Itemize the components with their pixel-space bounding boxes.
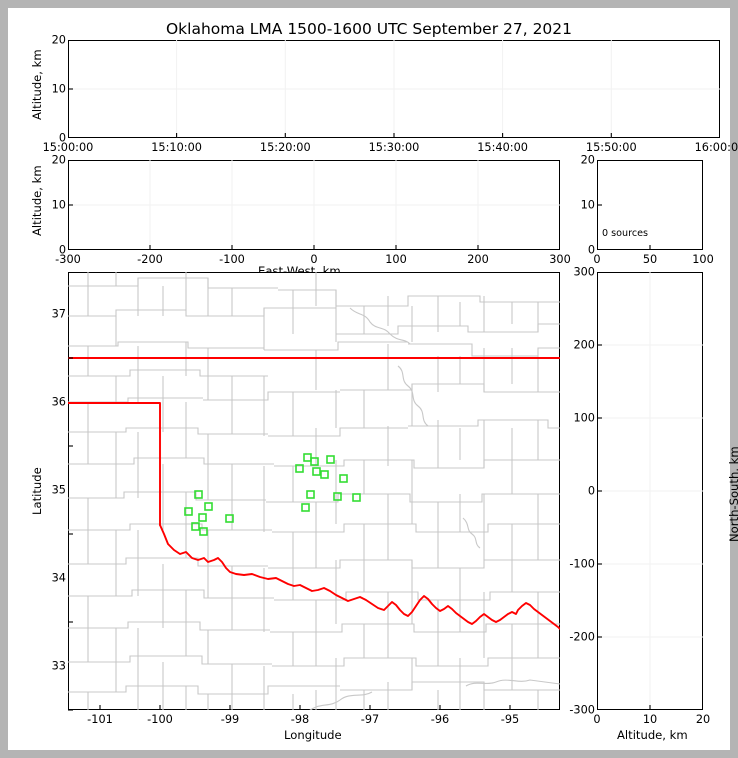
tick-p3-y-10: 10 — [580, 198, 595, 212]
axis-label-p5-x: Altitude, km — [617, 728, 688, 742]
tick-p1-x-6: 16:00:00 — [694, 141, 738, 154]
tick-map-y-36: 36 — [51, 395, 66, 409]
tick-map-x-100: -100 — [147, 713, 173, 726]
tick-p2-x-4: 100 — [385, 253, 407, 266]
panel-altitude-north-south-plot — [597, 272, 703, 710]
tick-p5-x-20: 20 — [695, 713, 711, 726]
tick-map-y-33: 33 — [51, 659, 66, 673]
tick-map-x-101: -101 — [87, 713, 113, 726]
tick-map-x-99: -99 — [220, 713, 240, 726]
tick-p5-y-m100: -100 — [569, 557, 595, 571]
axis-label-map-y: Latitude — [30, 467, 44, 515]
tick-map-x-95: -95 — [500, 713, 520, 726]
panel-time-height[interactable]: 0 10 20 15:00:00 15:10:00 15:20:00 15:30… — [30, 34, 738, 155]
figure-canvas: Oklahoma LMA 1500-1600 UTC September 27,… — [8, 8, 738, 750]
tick-map-x-97: -97 — [360, 713, 380, 726]
tick-p2-y-0: 0 — [58, 243, 66, 257]
state-border-oklahoma — [68, 357, 560, 630]
source-count-label: 0 sources — [602, 228, 649, 239]
axis-label-p5-y: North-South, km — [727, 446, 738, 542]
tick-p5-y-100: 100 — [573, 411, 595, 425]
tick-p2-y-10: 10 — [51, 198, 66, 212]
tick-p1-x-0: 15:00:00 — [42, 141, 94, 154]
tick-p1-y-0: 0 — [58, 131, 66, 145]
tick-p2-x-3: 0 — [310, 253, 318, 266]
county-boundaries — [68, 272, 560, 710]
tick-p1-y-20: 20 — [51, 33, 66, 47]
figure-title: Oklahoma LMA 1500-1600 UTC September 27,… — [165, 20, 573, 38]
map-tickmarks — [68, 357, 511, 711]
tick-p3-x-0: 0 — [593, 253, 601, 266]
tick-p3-x-50: 50 — [642, 253, 658, 266]
axis-label-p2-y: Altitude, km — [30, 165, 44, 236]
tick-map-x-96: -96 — [430, 713, 450, 726]
tick-map-y-37: 37 — [51, 307, 66, 321]
panel-altitude-histogram-frame — [597, 160, 703, 250]
tick-p3-y-0: 0 — [587, 243, 595, 257]
tick-p2-y-20: 20 — [51, 153, 66, 167]
tick-p5-y-200: 200 — [573, 338, 595, 352]
tick-p5-x-10: 10 — [642, 713, 658, 726]
axis-label-p1-y: Altitude, km — [30, 49, 44, 120]
tick-p2-x-2: -100 — [219, 253, 245, 266]
tick-map-y-35: 35 — [51, 483, 66, 497]
tick-p5-y-m200: -200 — [569, 630, 595, 644]
tick-p1-x-2: 15:20:00 — [259, 141, 311, 154]
tick-p5-x-0: 0 — [593, 713, 601, 726]
tick-p2-x-0: -300 — [55, 253, 81, 266]
tick-p1-x-1: 15:10:00 — [151, 141, 202, 154]
lma-source-markers — [184, 453, 361, 536]
tick-map-x-98: -98 — [290, 713, 310, 726]
tick-p2-x-6: 300 — [549, 253, 571, 266]
tick-p3-y-20: 20 — [580, 153, 595, 167]
axis-label-map-x: Longitude — [284, 728, 342, 742]
tick-p1-x-5: 15:50:00 — [585, 141, 637, 154]
panel-altitude-north-south[interactable]: -300 -200 -100 0 100 200 300 0 10 20 Nor… — [569, 266, 738, 743]
map-plot — [68, 272, 560, 711]
tick-p2-x-1: -200 — [137, 253, 163, 266]
panel-altitude-histogram-plot — [597, 204, 651, 250]
panel-east-west-height[interactable]: 0 10 20 -300 -200 -100 0 100 200 300 Alt… — [30, 154, 571, 279]
tick-p5-y-m300: -300 — [569, 703, 595, 717]
tick-map-y-34: 34 — [51, 571, 66, 585]
panel-plan-view-map[interactable]: 33 34 35 36 37 -101 -100 -99 -98 -97 -96… — [30, 272, 560, 742]
tick-p3-x-100: 100 — [692, 253, 714, 266]
panel-altitude-histogram[interactable]: 0 10 20 0 50 100 0 sources — [581, 154, 714, 267]
panel-time-height-plot — [68, 40, 720, 138]
tick-p1-y-10: 10 — [51, 82, 66, 96]
panel-east-west-height-plot — [68, 160, 560, 250]
tick-p5-y-0: 0 — [587, 484, 595, 498]
tick-p5-y-300: 300 — [573, 265, 595, 279]
tick-p2-x-5: 200 — [467, 253, 489, 266]
tick-p1-x-3: 15:30:00 — [368, 141, 420, 154]
tick-p1-x-4: 15:40:00 — [477, 141, 528, 154]
